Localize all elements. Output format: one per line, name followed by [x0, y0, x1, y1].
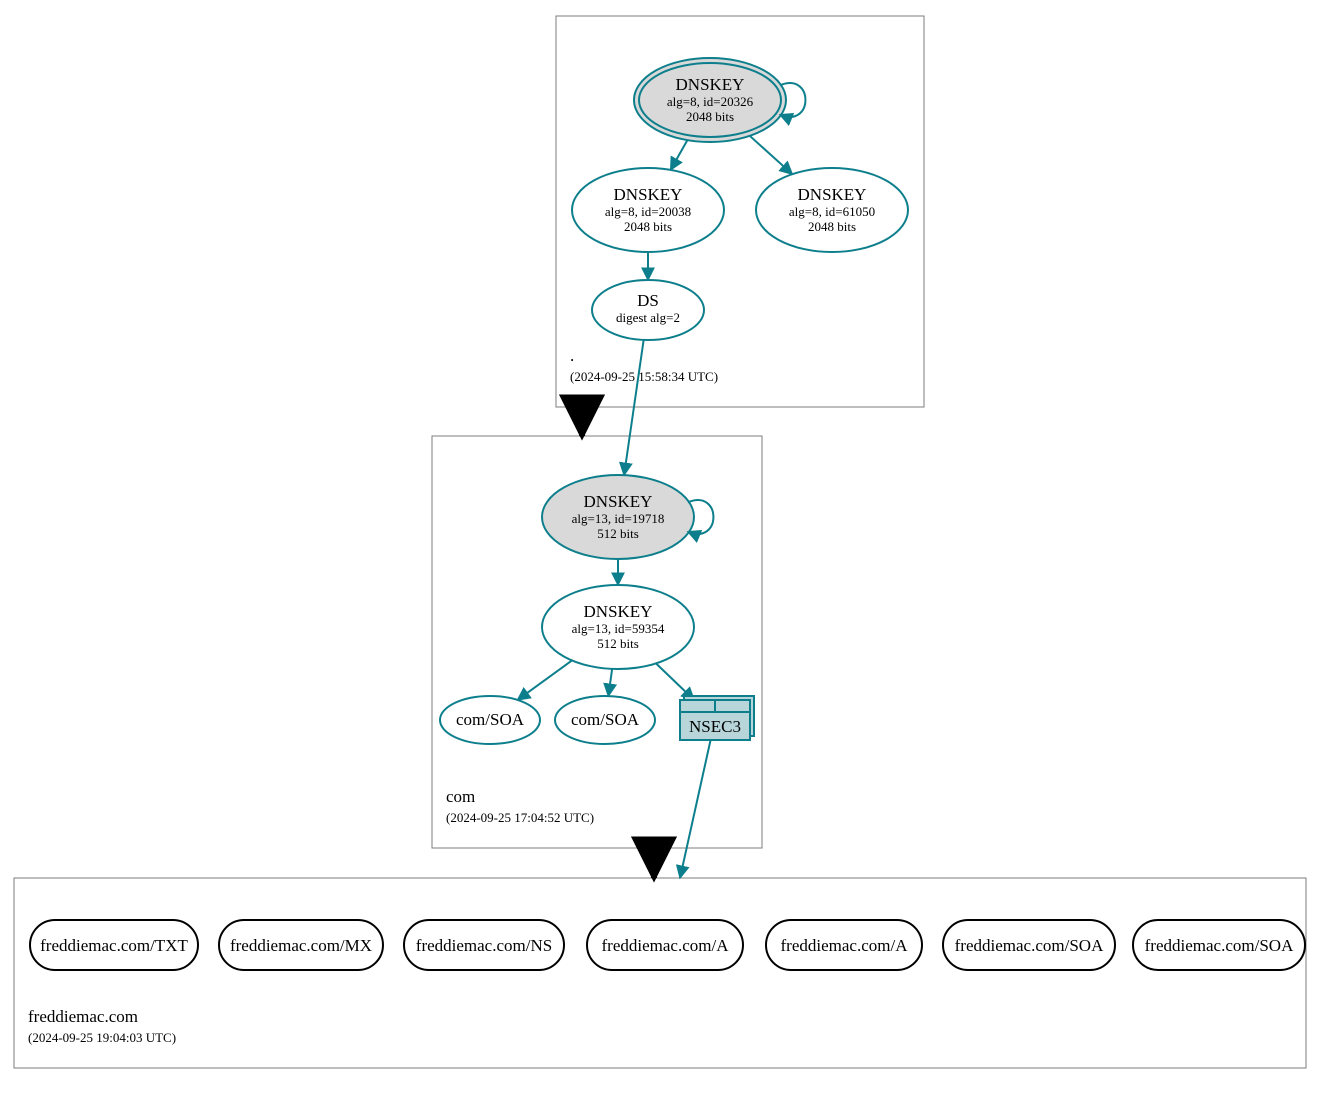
leaf-label: freddiemac.com/NS — [416, 936, 552, 955]
node-title: DNSKEY — [614, 185, 683, 204]
edge-nsec-to-zone — [680, 740, 711, 878]
edge — [608, 669, 612, 696]
leaf-label: freddiemac.com/SOA — [1145, 936, 1294, 955]
zone-timestamp: (2024-09-25 17:04:52 UTC) — [446, 810, 594, 825]
node-sub1: digest alg=2 — [616, 310, 680, 325]
leaf-record: freddiemac.com/A — [587, 920, 743, 970]
zone-title: . — [570, 346, 574, 365]
node-sub1: alg=13, id=59354 — [572, 621, 665, 636]
node-sub2: 512 bits — [597, 636, 639, 651]
leaves: freddiemac.com/TXT freddiemac.com/MX fredd… — [30, 920, 1305, 970]
node-root_zsk1: DNSKEYalg=8, id=200382048 bits — [572, 168, 724, 252]
node-title: NSEC3 — [689, 717, 741, 736]
node-title: com/SOA — [456, 710, 525, 729]
zone-freddiemac: freddiemac.com (2024-09-25 19:04:03 UTC) — [14, 878, 1306, 1068]
node-title: DNSKEY — [676, 75, 745, 94]
node-nsec3: NSEC3 — [680, 696, 754, 740]
node-sub1: alg=8, id=61050 — [789, 204, 875, 219]
node-root_zsk2: DNSKEYalg=8, id=610502048 bits — [756, 168, 908, 252]
leaf-label: freddiemac.com/MX — [230, 936, 372, 955]
leaf-label: freddiemac.com/A — [781, 936, 909, 955]
node-root_ksk: DNSKEYalg=8, id=203262048 bits — [634, 58, 805, 142]
leaf-record: freddiemac.com/MX — [219, 920, 383, 970]
leaf-label: freddiemac.com/SOA — [955, 936, 1104, 955]
leaf-record: freddiemac.com/A — [766, 920, 922, 970]
node-sub2: 2048 bits — [808, 219, 856, 234]
node-root_ds: DSdigest alg=2 — [592, 280, 704, 340]
zone-title: com — [446, 787, 475, 806]
edge — [671, 140, 688, 170]
leaf-label: freddiemac.com/A — [602, 936, 730, 955]
node-sub2: 2048 bits — [624, 219, 672, 234]
node-com_zsk: DNSKEYalg=13, id=59354512 bits — [542, 585, 694, 669]
node-sub1: alg=8, id=20038 — [605, 204, 691, 219]
edge — [656, 663, 694, 700]
node-title: com/SOA — [571, 710, 640, 729]
node-sub2: 512 bits — [597, 526, 639, 541]
nodes: DNSKEYalg=8, id=203262048 bitsDNSKEYalg=… — [440, 58, 908, 744]
leaf-record: freddiemac.com/TXT — [30, 920, 198, 970]
node-com_ksk: DNSKEYalg=13, id=19718512 bits — [542, 475, 713, 559]
leaf-record: freddiemac.com/SOA — [1133, 920, 1305, 970]
node-sub2: 2048 bits — [686, 109, 734, 124]
leaf-record: freddiemac.com/NS — [404, 920, 564, 970]
node-com_soa1: com/SOA — [440, 696, 540, 744]
dnssec-diagram: . (2024-09-25 15:58:34 UTC) com (2024-09-25… — [0, 0, 1343, 1094]
edge — [624, 340, 644, 475]
node-title: DNSKEY — [584, 492, 653, 511]
node-sub1: alg=13, id=19718 — [572, 511, 665, 526]
edge — [518, 660, 572, 700]
zone-timestamp: (2024-09-25 19:04:03 UTC) — [28, 1030, 176, 1045]
node-title: DNSKEY — [798, 185, 867, 204]
leaf-label: freddiemac.com/TXT — [40, 936, 188, 955]
leaf-record: freddiemac.com/SOA — [943, 920, 1115, 970]
edge — [750, 136, 793, 174]
node-com_soa2: com/SOA — [555, 696, 655, 744]
node-sub1: alg=8, id=20326 — [667, 94, 754, 109]
node-title: DS — [637, 291, 659, 310]
zone-timestamp: (2024-09-25 15:58:34 UTC) — [570, 369, 718, 384]
zone-title: freddiemac.com — [28, 1007, 138, 1026]
node-title: DNSKEY — [584, 602, 653, 621]
